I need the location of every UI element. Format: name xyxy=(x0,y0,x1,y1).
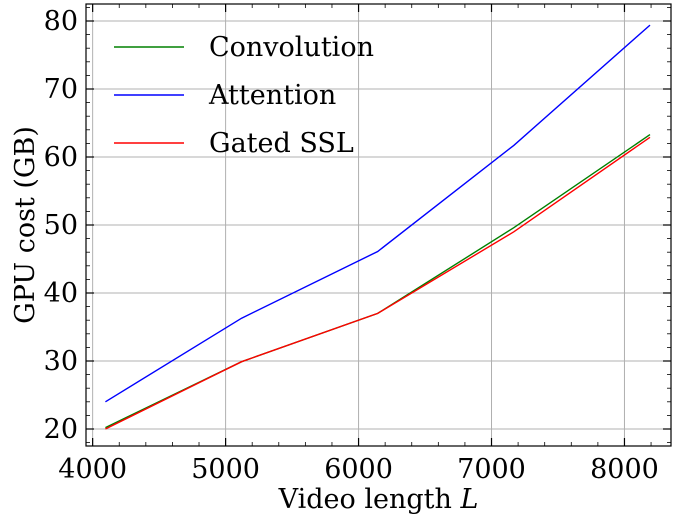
y-tick-label: 50 xyxy=(44,210,78,241)
y-tick-label: 30 xyxy=(44,346,78,377)
tick-labels: 4000 5000 6000 7000 8000 20 30 40 50 60 70 80 xyxy=(44,6,659,485)
x-tick-label: 4000 xyxy=(58,454,127,485)
axis-ticks xyxy=(86,4,671,446)
legend: Convolution Attention Gated SSL xyxy=(114,32,374,159)
legend-label: Convolution xyxy=(209,32,374,63)
legend-label: Gated SSL xyxy=(209,128,354,159)
series-line-attention xyxy=(105,24,651,403)
x-tick-label: 7000 xyxy=(457,454,526,485)
y-tick-label: 40 xyxy=(44,278,78,309)
y-tick-label: 70 xyxy=(44,74,78,105)
series-lines xyxy=(105,24,651,430)
x-tick-label: 8000 xyxy=(590,454,659,485)
y-tick-label: 20 xyxy=(44,414,78,445)
x-axis-label-text: Video length xyxy=(278,484,452,515)
x-axis-label-variable: L xyxy=(459,484,478,515)
legend-label: Attention xyxy=(208,80,336,111)
y-axis-label: GPU cost (GB) xyxy=(10,126,41,324)
series-line-convolution xyxy=(105,134,651,429)
y-tick-label: 80 xyxy=(44,6,78,37)
y-tick-label: 60 xyxy=(44,142,78,173)
series-line-gated-ssl xyxy=(105,136,651,430)
x-tick-label: 5000 xyxy=(191,454,260,485)
x-axis-label: Video length L xyxy=(278,484,479,515)
x-tick-label: 6000 xyxy=(324,454,393,485)
grid xyxy=(86,4,671,446)
